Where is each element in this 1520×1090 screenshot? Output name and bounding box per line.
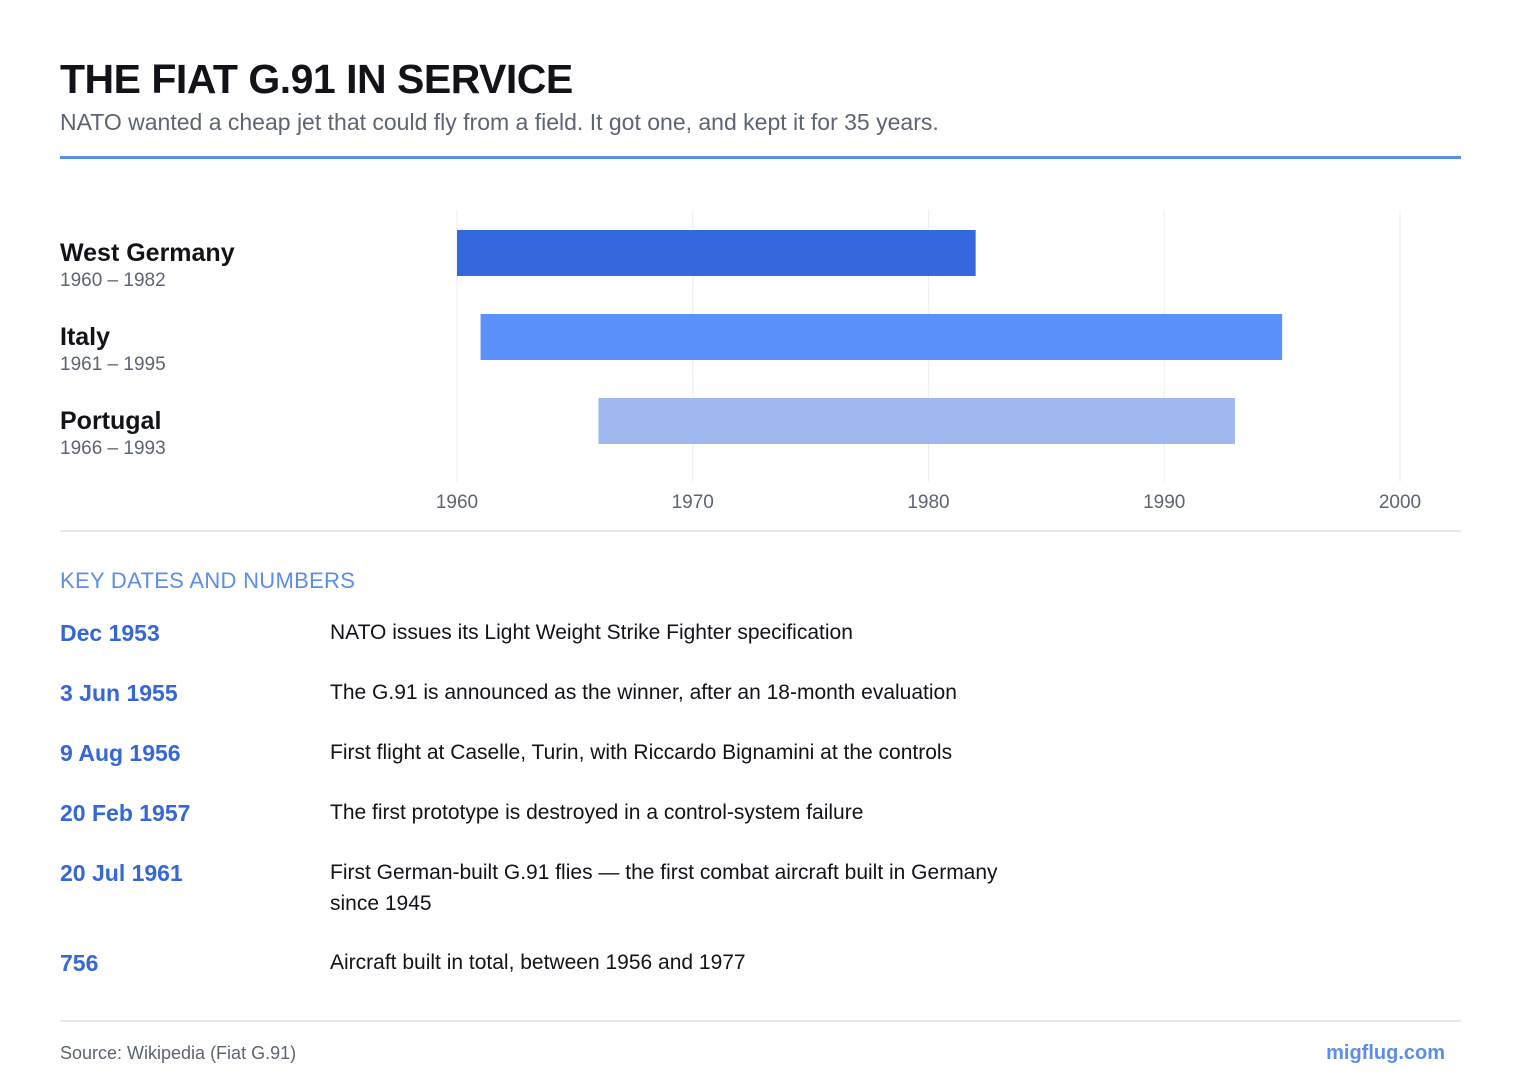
page-title: THE FIAT G.91 IN SERVICE [60, 56, 573, 102]
header-divider [60, 156, 1461, 159]
key-date: 756 [60, 950, 99, 976]
key-date: 20 Jul 1961 [60, 860, 183, 886]
key-date: Dec 1953 [60, 620, 160, 646]
row-range: 1960 – 1982 [60, 270, 166, 291]
row-name: West Germany [60, 239, 235, 267]
row-label-west-germany: West Germany 1960 – 1982 [60, 238, 235, 294]
key-date: 9 Aug 1956 [60, 740, 181, 766]
row-label-italy: Italy 1961 – 1995 [60, 322, 166, 378]
row-label-portugal: Portugal 1966 – 1993 [60, 406, 166, 462]
key-date-description: The first prototype is destroyed in a co… [330, 801, 864, 824]
x-tick-label: 1980 [907, 492, 949, 513]
x-tick-label: 1990 [1143, 492, 1185, 513]
row-range: 1966 – 1993 [60, 438, 166, 459]
key-dates-heading: KEY DATES AND NUMBERS [60, 568, 356, 593]
key-date: 20 Feb 1957 [60, 800, 191, 826]
row-name: Portugal [60, 407, 162, 435]
key-date-description: The G.91 is announced as the winner, aft… [330, 681, 957, 704]
key-date: 3 Jun 1955 [60, 680, 178, 706]
chart-divider [60, 530, 1461, 532]
key-date-description: Aircraft built in total, between 1956 an… [330, 951, 746, 974]
service-bar-west-germany [457, 230, 976, 276]
row-range: 1961 – 1995 [60, 354, 166, 375]
brand-link[interactable]: migflug.com [1326, 1042, 1445, 1064]
x-tick-label: 1960 [436, 492, 478, 513]
source-note: Source: Wikipedia (Fiat G.91) [60, 1043, 297, 1063]
service-bar-portugal [598, 398, 1235, 444]
key-date-description: First German-built G.91 flies — the firs… [330, 861, 998, 915]
page-subtitle: NATO wanted a cheap jet that could fly f… [60, 109, 939, 135]
x-tick-label: 1970 [672, 492, 714, 513]
x-tick-label: 2000 [1379, 492, 1421, 513]
service-timeline-chart: 1960 1970 1980 1990 2000 [436, 210, 1421, 513]
row-name: Italy [60, 323, 111, 351]
key-date-description: NATO issues its Light Weight Strike Figh… [330, 621, 853, 644]
footer-divider [60, 1020, 1461, 1022]
key-date-description: First flight at Caselle, Turin, with Ric… [330, 741, 953, 764]
service-bar-italy [480, 314, 1283, 360]
